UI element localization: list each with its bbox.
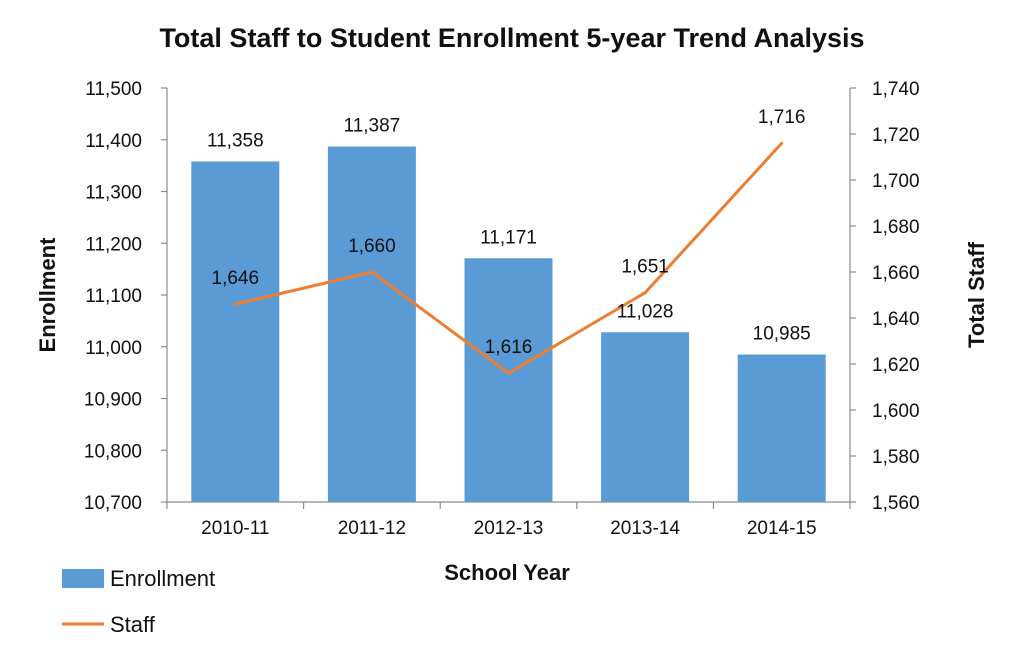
y-right-tick-label: 1,620 [872, 355, 920, 376]
y-axis-right-title: Total Staff [964, 241, 989, 348]
left-axis-ticks: 10,700 10,800 10,900 11,000 11,100 11,200 11,3… [84, 79, 167, 514]
chart-title: Total Staff to Student Enrollment 5-year… [159, 23, 864, 53]
staff-data-label: 1,616 [485, 337, 533, 358]
y-right-tick-label: 1,680 [872, 217, 920, 238]
legend-label-enrollment: Enrollment [110, 566, 215, 591]
y-right-tick-label: 1,660 [872, 263, 920, 284]
y-right-tick-label: 1,740 [872, 79, 920, 100]
x-tick-label: 2010-11 [201, 518, 269, 539]
y-left-tick-label: 11,200 [85, 234, 142, 255]
staff-point [780, 141, 784, 145]
x-tick-label: 2012-13 [474, 518, 544, 539]
y-axis-left-title: Enrollment [35, 237, 60, 353]
enrollment-bar [327, 146, 416, 503]
x-axis-ticks: 2010-11 2011-12 2012-13 2013-14 2014-15 [201, 518, 816, 539]
staff-point [643, 291, 647, 295]
staff-data-label: 1,716 [758, 107, 806, 128]
y-left-tick-label: 10,700 [84, 493, 142, 514]
y-left-tick-label: 11,500 [85, 79, 142, 100]
staff-data-labels: 1,646 1,660 1,616 1,651 1,716 [212, 107, 806, 358]
staff-data-label: 1,646 [212, 268, 260, 289]
staff-data-label: 1,651 [621, 257, 669, 278]
right-axis-ticks: 1,560 1,580 1,600 1,620 1,640 1,660 1,680 1,700… [850, 79, 920, 514]
enrollment-data-label: 11,171 [480, 227, 537, 248]
enrollment-data-label: 11,358 [207, 130, 264, 151]
staff-line-group [233, 141, 784, 375]
enrollment-bar [191, 161, 280, 503]
y-left-tick-label: 11,400 [85, 131, 142, 152]
y-right-tick-label: 1,700 [872, 171, 920, 192]
staff-point [507, 371, 510, 375]
enrollment-data-label: 11,028 [617, 301, 674, 322]
y-left-tick-label: 11,300 [85, 183, 142, 204]
y-right-tick-label: 1,580 [872, 447, 920, 468]
x-axis-title: School Year [444, 560, 570, 585]
enrollment-data-labels: 11,358 11,387 11,171 11,028 10,985 [207, 115, 811, 344]
enrollment-bars [191, 146, 826, 503]
enrollment-data-label: 10,985 [753, 324, 811, 345]
x-tick-label: 2011-12 [338, 518, 406, 539]
enrollment-bar [737, 354, 826, 502]
legend: Enrollment Staff [62, 566, 215, 637]
enrollment-bar [464, 258, 553, 502]
y-left-tick-label: 10,800 [84, 441, 142, 462]
y-left-tick-label: 10,900 [84, 390, 142, 411]
x-tick-label: 2014-15 [747, 518, 817, 539]
y-right-tick-label: 1,640 [872, 309, 920, 330]
x-tick-label: 2013-14 [610, 518, 680, 539]
staff-point [370, 270, 374, 274]
y-right-tick-label: 1,600 [872, 401, 920, 422]
y-right-tick-label: 1,560 [872, 493, 920, 514]
staff-data-label: 1,660 [348, 236, 396, 257]
legend-swatch-enrollment [62, 569, 104, 588]
enrollment-data-label: 11,387 [344, 115, 401, 136]
enrollment-bar [601, 332, 690, 502]
y-left-tick-label: 11,100 [85, 286, 142, 307]
staff-point [233, 302, 237, 306]
legend-label-staff: Staff [110, 612, 156, 637]
y-left-tick-label: 11,000 [85, 338, 142, 359]
y-right-tick-label: 1,720 [872, 125, 920, 146]
